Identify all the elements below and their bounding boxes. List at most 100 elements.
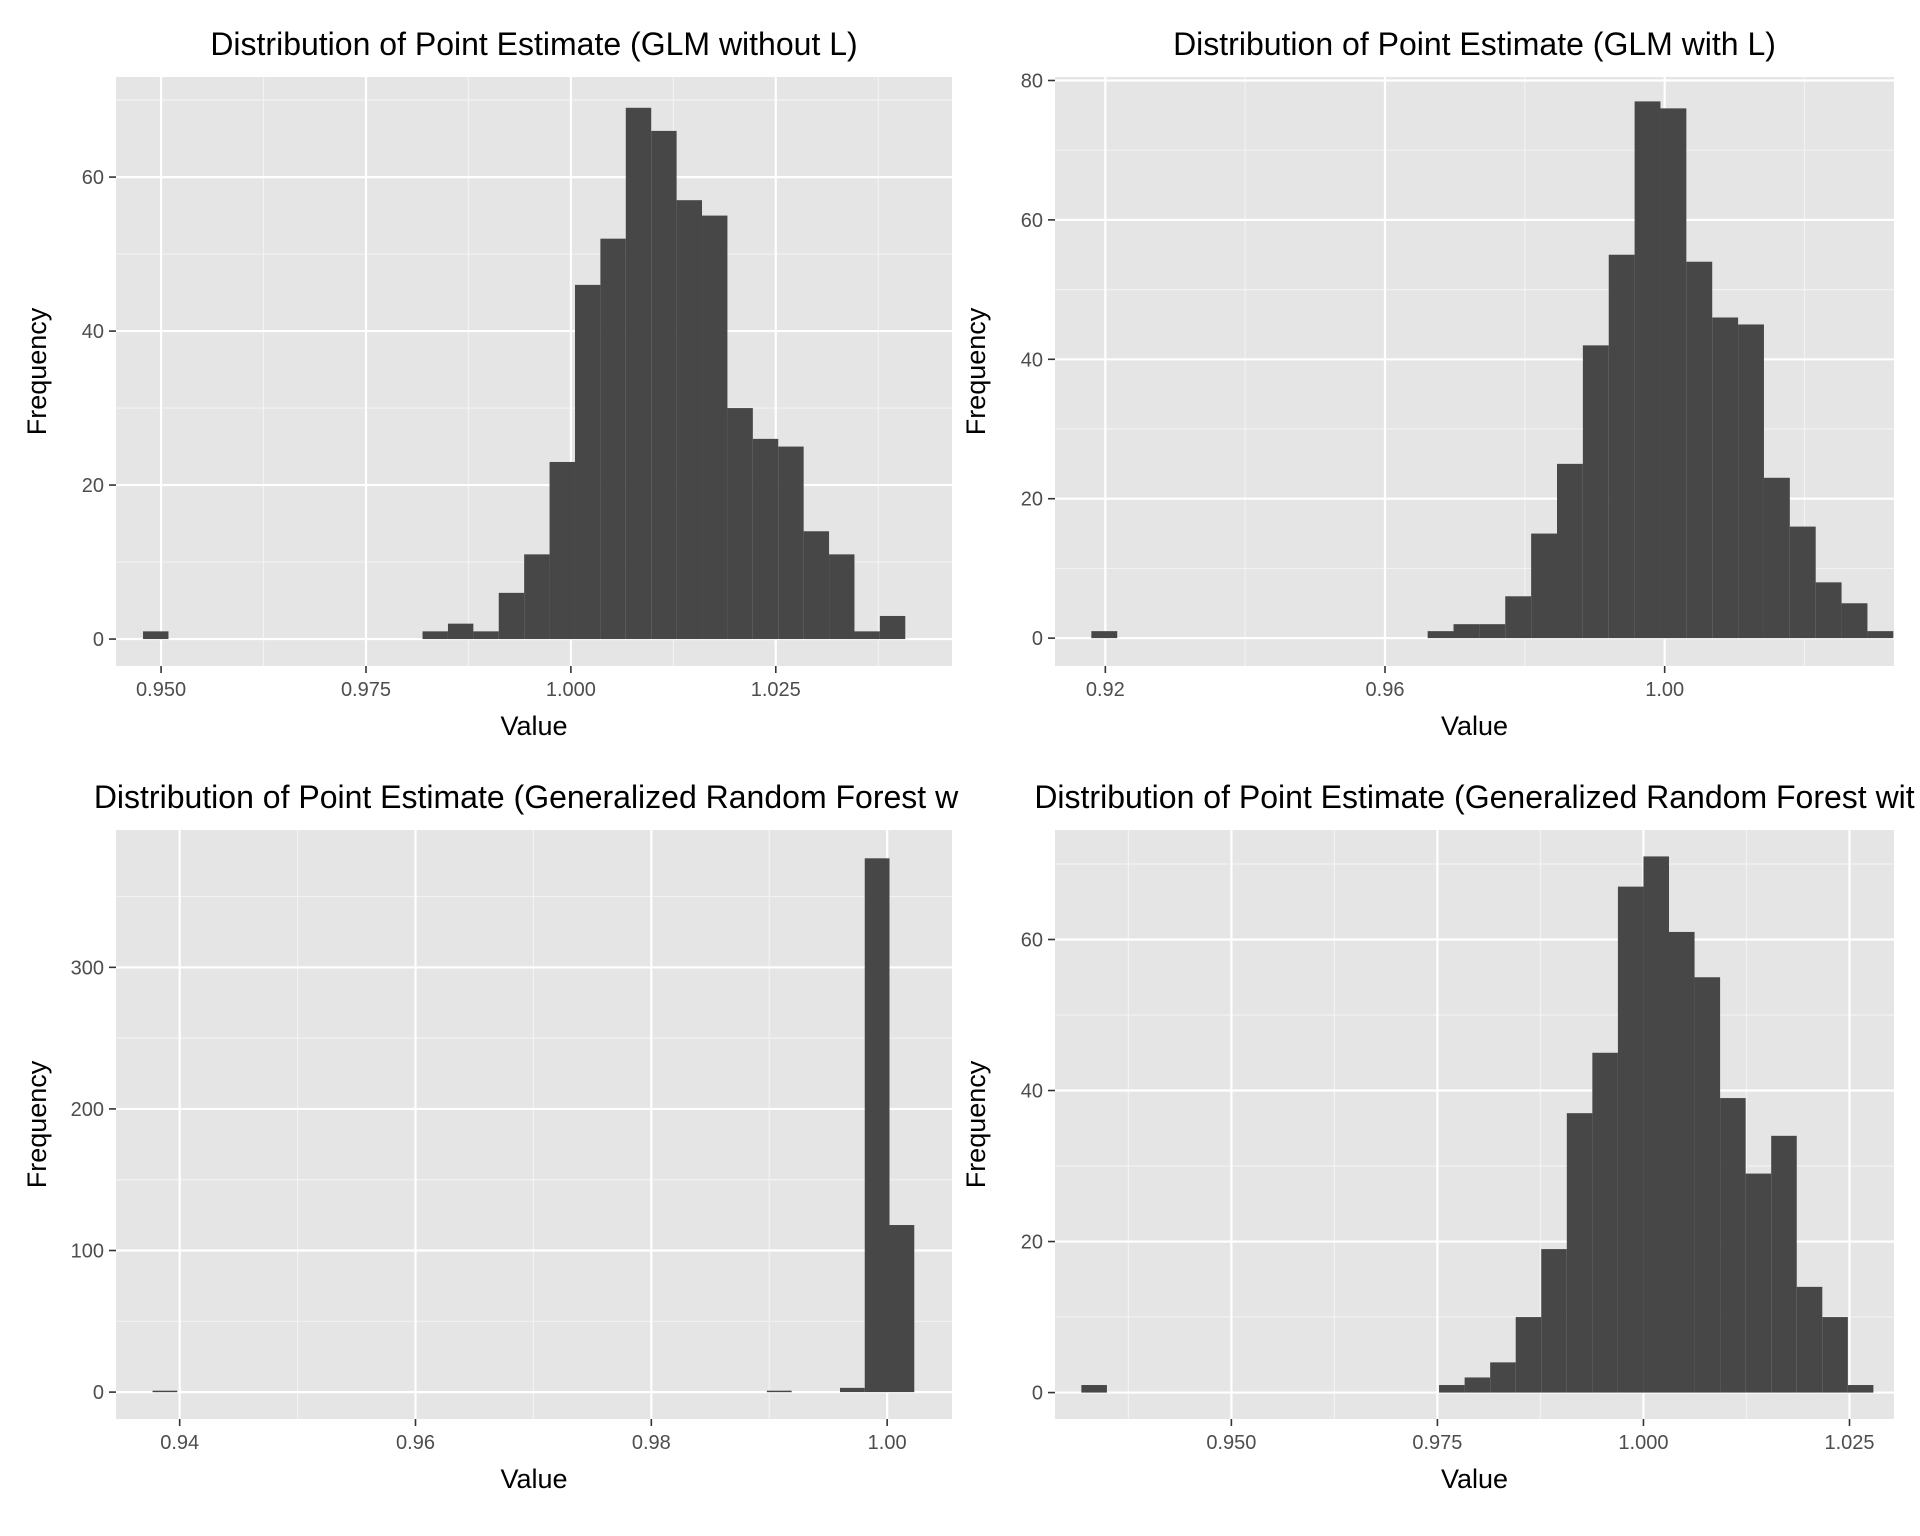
y-tick-label: 300 [71,957,104,979]
y-tick-label: 0 [93,1382,104,1404]
y-tick-label: 60 [1021,210,1043,232]
y-tick-label: 20 [82,475,104,497]
histogram-bar [549,461,575,640]
x-tick-label: 0.950 [136,679,186,701]
histogram-bar [1592,1052,1618,1393]
histogram-bar [152,1390,178,1393]
y-axis-title: Frequency [22,307,52,435]
histogram-bar [1867,631,1894,639]
histogram-panel-1: 0.950 0.975 1.000 1.025 0 20 40 60 Value Frequenc… [22,26,952,741]
histogram-bar [766,1390,792,1393]
x-tick-label: 1.00 [868,1432,907,1454]
histogram-panel-2: 0.92 0.96 1.00 0 20 40 60 80 Value Frequency Distr… [961,26,1894,741]
x-axis-title: Value [1441,711,1508,741]
histogram-bar [1081,1385,1107,1393]
y-tick-label: 0 [93,629,104,651]
histogram-bar [1582,345,1609,639]
histogram-bar [752,438,779,640]
y-tick-label: 40 [82,321,104,343]
histogram-bar [829,554,855,640]
plot-title: Distribution of Point Estimate (Generali… [1034,779,1914,815]
y-axis-title: Frequency [22,1060,52,1188]
y-tick-label: 0 [1032,628,1043,650]
histogram-bar [1847,1385,1874,1393]
x-tick-label: 0.92 [1086,679,1125,701]
histogram-bar [1566,1113,1593,1393]
x-tick-label: 1.025 [1824,1432,1874,1454]
histogram-bar [864,858,890,1393]
histogram-bar [1617,886,1644,1393]
y-tick-label: 20 [1021,489,1043,511]
y-tick-label: 20 [1021,1232,1043,1254]
histogram-bar [1479,624,1506,639]
histogram-bar [651,130,677,640]
y-tick-label: 200 [71,1099,104,1121]
histogram-bar [1515,1317,1542,1393]
histogram-bar [879,615,906,640]
histogram-bar [1634,101,1661,639]
x-tick-label: 0.975 [1412,1432,1462,1454]
x-axis-title: Value [1441,1464,1508,1494]
y-tick-label: 0 [1032,1383,1043,1405]
histogram-bar [574,284,601,640]
histogram-bar [1660,108,1687,639]
histogram-bar [1464,1377,1491,1393]
x-axis-title: Value [500,1464,567,1494]
histogram-bar [1643,856,1670,1393]
histogram-bar [1694,977,1721,1393]
histogram-bar [473,631,499,640]
histogram-bar [1091,631,1118,639]
y-tick-label: 100 [71,1241,104,1263]
histogram-bar [839,1387,865,1393]
x-tick-label: 0.975 [341,679,391,701]
x-tick-label: 1.000 [546,679,596,701]
x-tick-label: 1.000 [1618,1432,1668,1454]
histogram-bar [778,446,804,640]
y-tick-label: 40 [1021,1081,1043,1103]
histogram-bar [676,200,703,640]
x-tick-label: 0.96 [1366,679,1405,701]
histogram-bar [1531,533,1558,639]
histogram-bar [1490,1362,1516,1393]
plot-title: Distribution of Point Estimate (GLM with… [1173,26,1776,62]
histogram-bar [1841,603,1868,639]
histogram-bar [803,531,830,640]
y-tick-label: 60 [1021,929,1043,951]
y-tick-label: 60 [82,167,104,189]
x-tick-label: 0.950 [1206,1432,1256,1454]
histogram-panel-3: 0.94 0.96 0.98 1.00 0 100 200 300 Value Frequency… [22,779,974,1494]
histogram-bar [1822,1317,1848,1393]
histogram-panel-4: 0.950 0.975 1.000 1.025 0 20 40 60 Value Frequenc… [961,779,1915,1494]
histogram-bar [727,408,753,640]
histogram-bar [600,238,626,640]
x-tick-label: 0.98 [632,1432,671,1454]
histogram-bar [1686,261,1713,639]
histogram-bar [1505,596,1532,639]
histogram-bar [1720,1098,1746,1393]
histogram-bar [1439,1385,1465,1393]
histogram-bar [1738,324,1764,639]
y-axis-title: Frequency [961,307,991,435]
histogram-bar [447,623,474,640]
histogram-bar [422,631,448,640]
histogram-bar [1712,317,1739,639]
histogram-bar [702,215,728,640]
histogram-bar [143,631,169,640]
x-tick-label: 1.00 [1645,679,1684,701]
histogram-bar [625,107,652,640]
x-tick-label: 1.025 [751,679,801,701]
y-tick-label: 40 [1021,349,1043,371]
histogram-bar [524,554,550,640]
histogram-bar [1763,477,1790,639]
histogram-bar [1608,254,1635,639]
histogram-bar [1453,624,1480,639]
histogram-bar [1789,526,1816,639]
histogram-bar [1745,1173,1772,1393]
histogram-bar [1541,1249,1567,1393]
x-tick-label: 0.94 [160,1432,199,1454]
histogram-bar [1557,463,1583,639]
y-tick-label: 80 [1021,70,1043,92]
y-axis-title: Frequency [961,1060,991,1188]
plot-title: Distribution of Point Estimate (Generali… [94,779,974,815]
